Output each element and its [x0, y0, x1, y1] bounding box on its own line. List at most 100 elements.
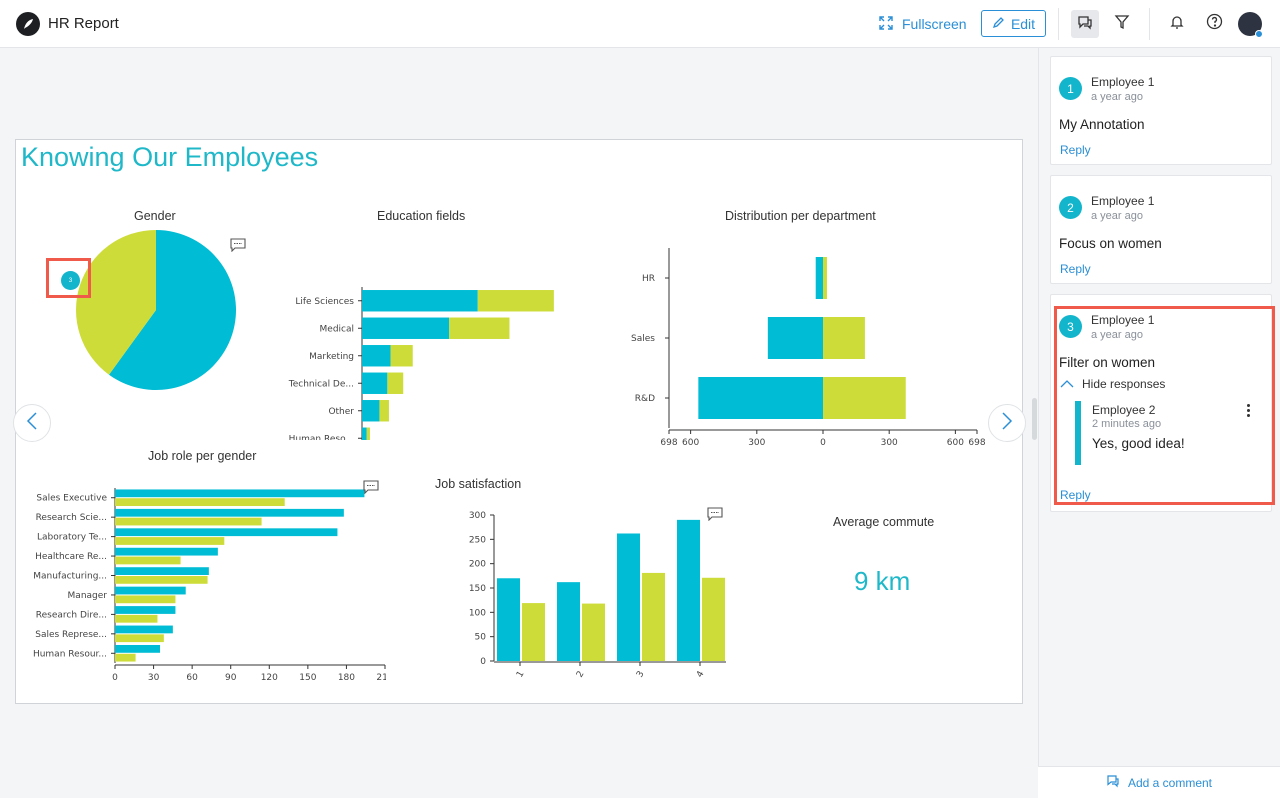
comment-number-badge: 3	[1059, 315, 1082, 338]
job-satisfaction-bar-chart[interactable]: 0 50 100 150 200 250 300 1 2 3 4	[436, 505, 726, 685]
x-tick-label: 210	[376, 673, 386, 683]
chart-title-education: Education fields	[377, 209, 466, 223]
comment-author: Employee 1	[1091, 194, 1155, 208]
bar	[115, 614, 158, 623]
bar	[115, 586, 186, 595]
chart-title-department: Distribution per department	[725, 209, 876, 223]
help-button[interactable]	[1200, 10, 1228, 38]
annotation-marker[interactable]: 3	[61, 271, 80, 290]
comments-icon	[1076, 13, 1094, 36]
chevron-left-icon	[26, 411, 38, 436]
panel-resize-handle[interactable]	[1032, 398, 1037, 440]
y-tick-label: Sales	[631, 334, 655, 344]
notifications-button[interactable]	[1163, 10, 1191, 38]
reply-link[interactable]: Reply	[1060, 262, 1091, 276]
hide-responses-toggle[interactable]: Hide responses	[1060, 377, 1165, 391]
x-tick-label: 300	[881, 438, 898, 448]
bar	[449, 317, 510, 339]
y-tick-label: 250	[469, 535, 486, 545]
y-tick-label: HR	[642, 274, 655, 284]
y-tick-label: Marketing	[309, 352, 354, 362]
edit-button[interactable]: Edit	[981, 10, 1046, 37]
chart-title-job-satisfaction: Job satisfaction	[435, 477, 522, 491]
comment-number-badge: 1	[1059, 77, 1082, 100]
y-tick-label: Life Sciences	[295, 297, 354, 307]
response-text: Yes, good idea!	[1092, 436, 1185, 451]
bar	[477, 290, 554, 312]
comment-number-badge: 2	[1059, 196, 1082, 219]
bar	[362, 290, 478, 312]
comment-icon[interactable]	[363, 480, 379, 495]
x-tick-label: 698	[660, 438, 677, 448]
x-tick-label: 180	[338, 673, 355, 683]
comment-icon[interactable]	[707, 507, 723, 522]
comment-card[interactable]: 2 Employee 1 a year ago Focus on women R…	[1050, 175, 1272, 284]
y-tick-label: Sales Executive	[36, 494, 107, 504]
comment-card[interactable]: 3 Employee 1 a year ago Filter on women …	[1050, 294, 1272, 512]
bar	[115, 595, 176, 604]
chevron-up-icon	[1060, 377, 1074, 391]
bar	[362, 317, 450, 339]
bar	[379, 400, 389, 422]
bar	[115, 625, 173, 634]
comment-card[interactable]: 1 Employee 1 a year ago My Annotation Re…	[1050, 56, 1272, 165]
bar	[823, 257, 827, 299]
bar	[362, 372, 388, 394]
x-tick-label: 3	[635, 670, 647, 680]
bar	[642, 572, 665, 661]
y-tick-label: Laboratory Te...	[37, 533, 107, 543]
bar	[115, 489, 365, 498]
bar	[362, 345, 391, 367]
bar	[815, 257, 823, 299]
x-tick-label: 120	[261, 673, 278, 683]
x-tick-label: 698	[968, 438, 985, 448]
bar	[698, 377, 823, 419]
comment-icon[interactable]	[230, 238, 246, 253]
bar	[390, 345, 413, 367]
bar	[115, 517, 262, 526]
response-time: 2 minutes ago	[1092, 418, 1162, 430]
comments-panel: 1 Employee 1 a year ago My Annotation Re…	[1038, 48, 1280, 798]
comment-author: Employee 1	[1091, 313, 1155, 327]
hide-responses-label: Hide responses	[1082, 377, 1166, 391]
fullscreen-button[interactable]: Fullscreen	[878, 12, 967, 36]
comments-toggle-button[interactable]	[1071, 10, 1099, 38]
bar	[115, 576, 208, 584]
average-commute-value: 9 km	[854, 566, 911, 596]
bar	[362, 427, 367, 440]
previous-slide-button[interactable]	[13, 404, 51, 442]
pencil-icon	[992, 16, 1005, 32]
kebab-icon[interactable]	[1241, 401, 1255, 419]
y-tick-label: Technical De...	[288, 379, 354, 389]
y-tick-label: Sales Represe...	[35, 630, 107, 640]
fullscreen-label: Fullscreen	[902, 16, 967, 32]
fullscreen-icon	[878, 15, 894, 34]
filter-button[interactable]	[1108, 10, 1136, 38]
reply-link[interactable]: Reply	[1060, 488, 1091, 502]
y-tick-label: 150	[469, 584, 486, 594]
report-title: Knowing Our Employees	[21, 142, 319, 172]
edit-label: Edit	[1010, 15, 1036, 32]
bar	[115, 606, 176, 614]
x-tick-label: 4	[695, 669, 707, 679]
education-bar-chart[interactable]: 0100200300400500600700Life SciencesMedic…	[271, 240, 581, 440]
logo-icon[interactable]	[16, 12, 40, 36]
department-bar-chart[interactable]: 698 600 300 0 300 600 698 HR Sales R&D	[611, 240, 991, 450]
status-dot	[1255, 30, 1263, 38]
reply-link[interactable]: Reply	[1060, 143, 1091, 157]
next-slide-button[interactable]	[988, 404, 1026, 442]
gender-pie-chart[interactable]	[71, 225, 241, 395]
top-bar: HR Report Fullscreen Edit	[0, 0, 1280, 48]
x-tick-label: 300	[748, 438, 765, 448]
comment-time: a year ago	[1091, 91, 1143, 103]
bar	[115, 508, 344, 517]
y-tick-label: 200	[469, 560, 486, 570]
x-tick-label: 2	[575, 670, 587, 680]
job-role-bar-chart[interactable]: 0 30 60 90 120 150 180 210 Sales Executive Resear…	[16, 480, 386, 685]
x-tick-label: 60	[186, 673, 198, 683]
add-comment-button[interactable]: Add a comment	[1038, 766, 1280, 798]
bar	[362, 400, 380, 422]
y-tick-label: Human Reso...	[289, 434, 354, 440]
x-tick-label: 150	[299, 673, 316, 683]
x-tick-label: 600	[682, 438, 699, 448]
